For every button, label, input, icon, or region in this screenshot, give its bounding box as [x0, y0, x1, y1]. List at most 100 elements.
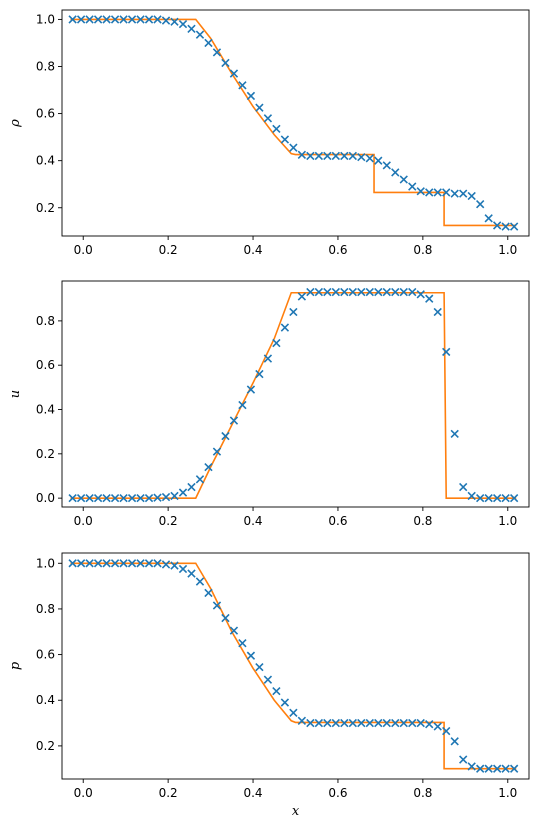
velocity-x-tick-label: 0.8	[413, 514, 432, 528]
density-axes-frame	[61, 9, 530, 237]
velocity-numerical-point	[255, 369, 264, 379]
density-numerical-point	[467, 191, 476, 201]
pressure-numerical-point	[85, 559, 94, 568]
density-numerical-point	[433, 188, 442, 197]
pressure-panel: 0.0 0.2 0.4 0.6 0.8 1.0 0.2 0.4 0.6 0.8 1.0 p x	[8, 552, 530, 819]
density-numerical-point	[509, 222, 519, 231]
pressure-numerical-point	[178, 564, 188, 574]
pressure-numerical-point	[127, 559, 137, 568]
velocity-numerical-point	[297, 292, 307, 301]
pressure-numerical-point	[382, 718, 391, 728]
density-y-tick-label: 0.2	[36, 201, 55, 215]
pressure-numerical-point	[110, 559, 120, 568]
velocity-y-tick-label: 0.0	[36, 491, 55, 505]
velocity-axes-frame	[61, 280, 530, 508]
pressure-numerical-point	[76, 559, 86, 568]
velocity-numerical-point	[459, 482, 468, 492]
pressure-numerical-point	[374, 718, 383, 728]
pressure-numerical-point	[221, 613, 230, 623]
velocity-exact-solution-line	[70, 291, 517, 499]
velocity-numerical-point	[76, 493, 86, 503]
velocity-numerical-point	[433, 307, 442, 317]
velocity-numerical-point	[204, 462, 213, 472]
velocity-numerical-point	[348, 287, 357, 297]
velocity-numerical-point	[340, 287, 349, 297]
velocity-y-axis-label: u	[8, 390, 23, 398]
velocity-numerical-point	[476, 493, 485, 503]
pressure-numerical-point	[425, 720, 434, 729]
pressure-numerical-point	[399, 718, 408, 728]
density-numerical-point	[391, 168, 400, 177]
pressure-numerical-point	[340, 718, 349, 728]
density-numerical-point	[102, 15, 111, 24]
pressure-numerical-point	[476, 764, 485, 773]
density-numerical-point	[178, 19, 188, 29]
pressure-numerical-point	[153, 559, 162, 568]
density-numerical-point	[195, 30, 205, 39]
pressure-numerical-point	[357, 718, 366, 728]
pressure-numerical-point	[331, 718, 340, 728]
density-numerical-point	[161, 16, 171, 25]
density-numerical-point	[365, 154, 374, 163]
velocity-numerical-point	[501, 493, 510, 503]
velocity-numerical-point	[492, 493, 502, 503]
pressure-numerical-point	[144, 559, 154, 568]
velocity-y-tick-label: 0.8	[36, 314, 55, 328]
density-numerical-point	[272, 124, 281, 134]
velocity-numerical-point	[127, 493, 137, 503]
pressure-numerical-point	[68, 559, 77, 568]
velocity-x-tick-label: 0.0	[74, 514, 93, 528]
velocity-numerical-point	[85, 493, 94, 503]
pressure-y-axis-label: p	[8, 661, 23, 670]
velocity-x-tick-label: 0.6	[328, 514, 347, 528]
density-x-tick-label: 0.0	[74, 243, 93, 257]
velocity-numerical-point	[289, 307, 298, 317]
density-numerical-point	[289, 143, 298, 152]
pressure-numerical-point	[204, 588, 213, 598]
density-x-tick-label: 0.2	[159, 243, 178, 257]
density-numerical-point	[119, 15, 128, 24]
density-numerical-point	[416, 187, 425, 196]
pressure-numerical-point	[433, 722, 442, 731]
density-x-tick-label: 0.8	[413, 243, 432, 257]
density-numerical-point	[263, 114, 273, 123]
velocity-numerical-point	[280, 323, 290, 332]
density-y-tick-label: 0.8	[36, 60, 55, 74]
velocity-numerical-point	[212, 447, 222, 456]
density-plot-area	[70, 18, 517, 227]
density-numerical-point	[459, 189, 468, 198]
velocity-x-tick-label: 1.0	[498, 514, 517, 528]
velocity-numerical-point	[263, 354, 273, 363]
pressure-x-tick-label: 0.2	[159, 786, 178, 800]
velocity-numerical-point	[170, 491, 179, 501]
density-numerical-point	[136, 15, 145, 24]
pressure-numerical-point	[195, 577, 205, 586]
pressure-y-tick-label: 0.6	[36, 648, 55, 662]
pressure-numerical-point	[365, 718, 374, 728]
pressure-numerical-point	[450, 737, 459, 746]
pressure-numerical-point	[229, 626, 239, 635]
velocity-numerical-point	[391, 287, 400, 297]
density-numerical-point	[357, 152, 366, 162]
pressure-numerical-point	[246, 651, 256, 660]
pressure-y-tick-label: 0.4	[36, 693, 55, 707]
pressure-numerical-point	[297, 716, 307, 725]
velocity-numerical-point	[450, 429, 459, 439]
velocity-numerical-point	[365, 287, 374, 297]
velocity-numerical-point	[323, 287, 332, 297]
density-numerical-point	[238, 81, 247, 90]
density-panel: 0.0 0.2 0.4 0.6 0.8 1.0 0.2 0.4 0.6 0.8 1.0 ρ	[8, 9, 530, 257]
density-numerical-point	[408, 182, 417, 191]
velocity-numerical-point	[93, 493, 103, 503]
velocity-numerical-point	[331, 287, 340, 297]
pressure-numerical-point	[161, 560, 171, 569]
density-numerical-point	[187, 24, 196, 33]
pressure-numerical-point	[238, 639, 247, 648]
pressure-numerical-point	[492, 764, 502, 773]
pressure-x-tick-label: 0.8	[413, 786, 432, 800]
velocity-numerical-point	[136, 493, 145, 503]
pressure-numerical-point	[501, 764, 510, 773]
density-y-tick-label: 0.4	[36, 154, 55, 168]
velocity-numerical-point	[221, 431, 230, 441]
density-numerical-point	[492, 221, 502, 230]
